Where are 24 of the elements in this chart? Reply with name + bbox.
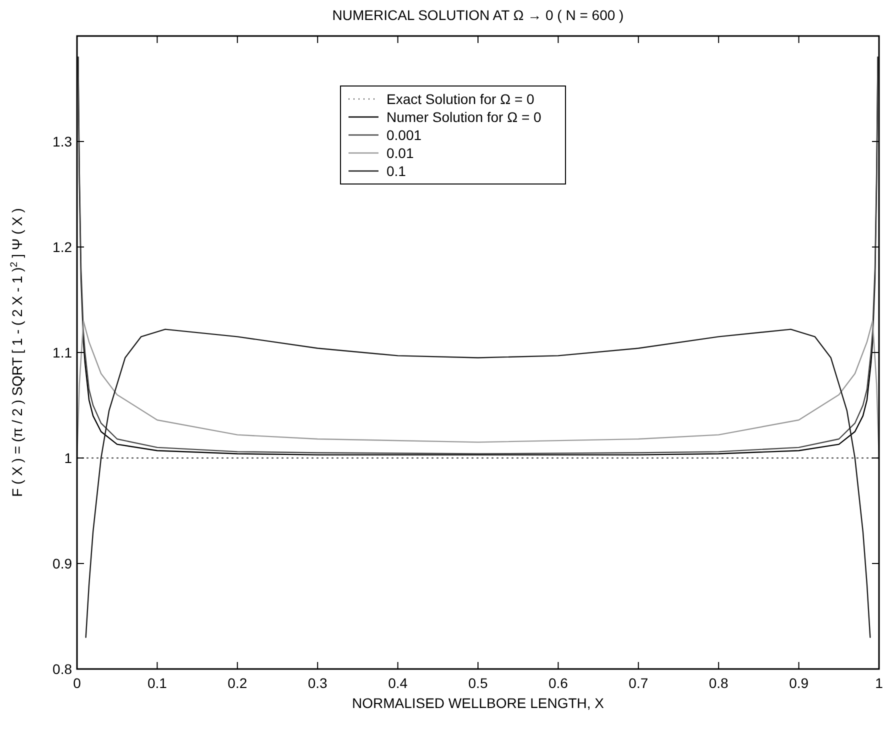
x-tick-label: 0.4 — [388, 675, 408, 691]
y-tick-label: 0.8 — [52, 661, 72, 677]
x-tick-label: 0.8 — [708, 675, 729, 691]
y-tick-label: 0.9 — [52, 556, 72, 572]
x-tick-label: 0.3 — [308, 675, 328, 691]
y-tick-label: 1.1 — [52, 344, 72, 360]
legend-label: Exact Solution for Ω = 0 — [386, 91, 535, 107]
x-tick-label: 1 — [875, 675, 883, 691]
y-tick-label: 1 — [64, 450, 72, 466]
y-tick-label: 1.3 — [52, 134, 72, 150]
x-tick-label: 0.6 — [548, 675, 568, 691]
legend-label: 0.001 — [386, 127, 422, 143]
x-tick-label: 0.2 — [228, 675, 248, 691]
x-axis-title: NORMALISED WELLBORE LENGTH, X — [352, 695, 605, 711]
y-tick-label: 1.2 — [52, 239, 72, 255]
x-tick-label: 0.5 — [468, 675, 488, 691]
x-tick-label: 0.1 — [147, 675, 168, 691]
legend-label: 0.01 — [386, 145, 414, 161]
x-tick-label: 0.9 — [789, 675, 809, 691]
x-tick-label: 0.7 — [628, 675, 648, 691]
x-tick-label: 0 — [73, 675, 82, 691]
legend-label: Numer Solution for Ω = 0 — [386, 109, 542, 125]
legend-label: 0.1 — [386, 163, 406, 179]
chart-title: NUMERICAL SOLUTION AT Ω → 0 ( N = 600 ) — [332, 7, 624, 23]
